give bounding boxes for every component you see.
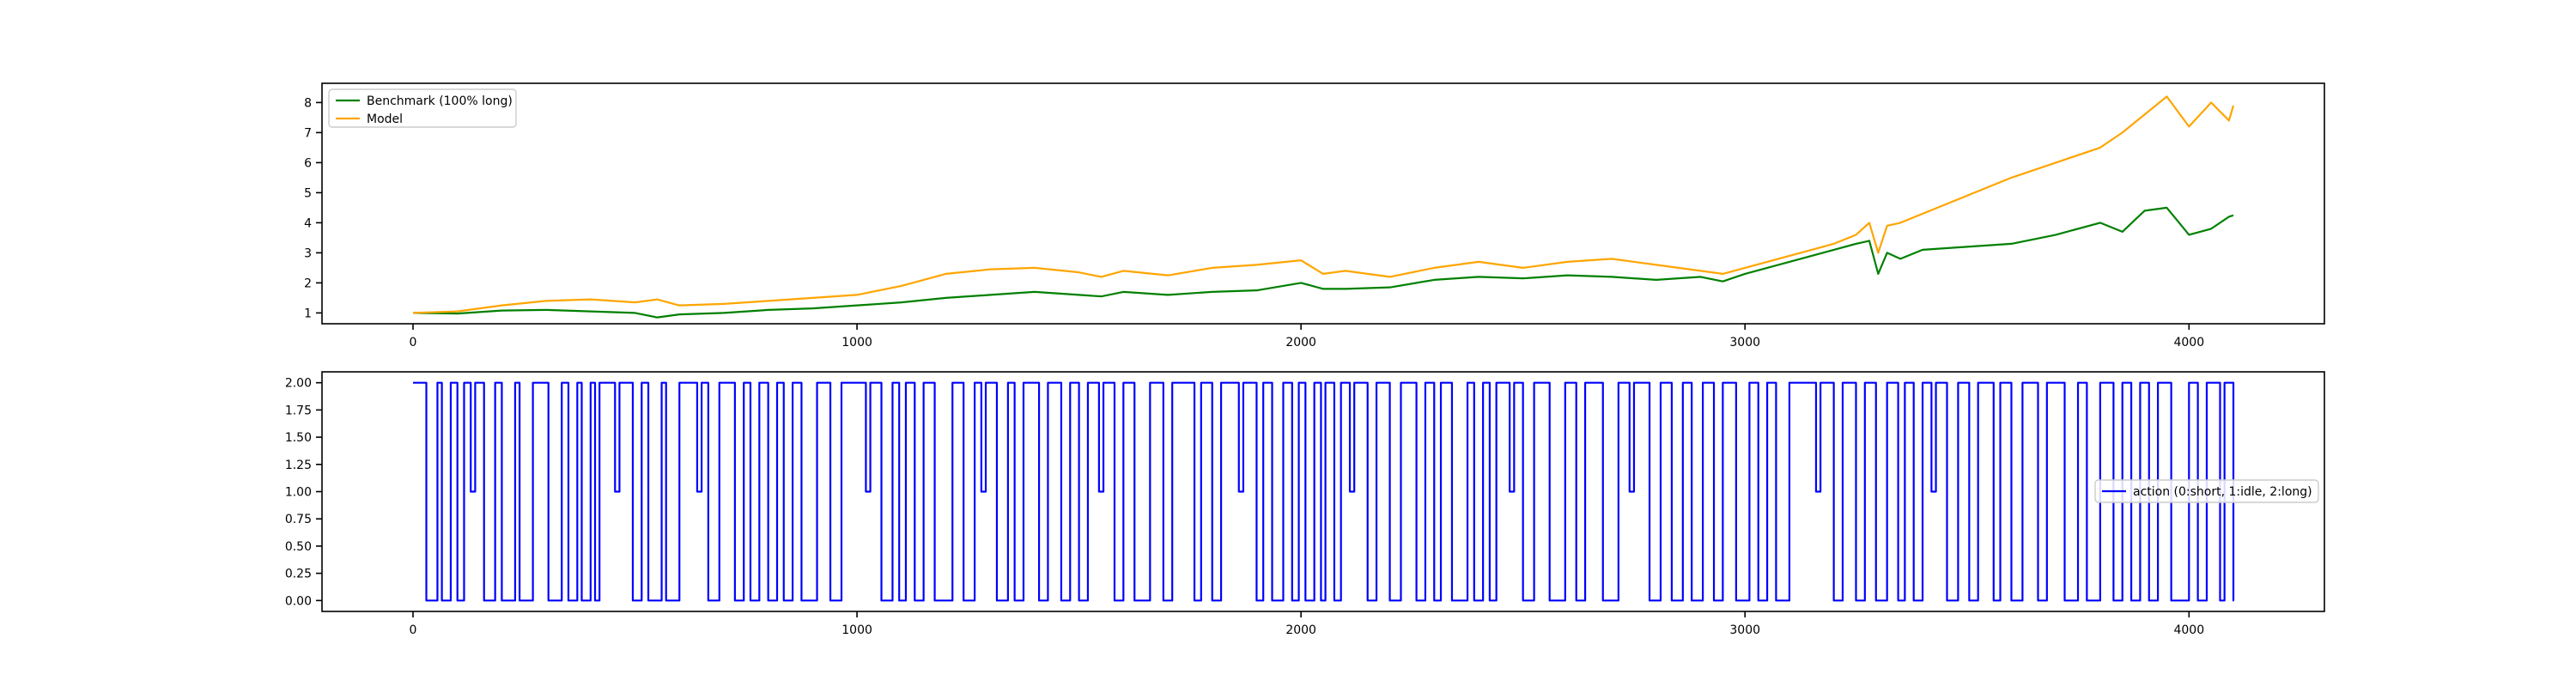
y-tick-label: 3 [304, 246, 312, 260]
y-tick-label: 0.75 [285, 513, 312, 526]
y-tick-label: 8 [304, 96, 312, 110]
y-tick-label: 4 [304, 216, 312, 230]
axes-frame [321, 371, 2325, 612]
y-tick-label: 0.50 [285, 540, 312, 554]
y-tick-label: 0.00 [285, 594, 312, 608]
legend-label: Benchmark (100% long) [367, 94, 513, 108]
y-tick-label: 1.75 [285, 404, 312, 417]
x-tick-label: 4000 [2173, 623, 2204, 637]
x-tick-label: 1000 [841, 336, 872, 350]
bottom-axes: 0 1000 2000 3000 4000 0.00 0.25 0.50 0.75 1.00 1.2… [285, 371, 2325, 637]
series-line-2 [412, 95, 2235, 314]
x-tick-label: 2000 [1285, 336, 1316, 350]
x-tick-label: 0 [410, 623, 417, 637]
series-line-1 [412, 206, 2234, 319]
y-tick-label: 7 [304, 126, 312, 140]
x-tick-label: 3000 [1729, 623, 1760, 637]
x-tick-label: 1000 [841, 623, 872, 637]
legend: action (0:short, 1:idle, 2:long) [2094, 479, 2319, 503]
legend-frame [328, 88, 517, 128]
y-tick-label: 1.50 [285, 431, 312, 445]
x-tick-label: 2000 [1285, 623, 1316, 637]
y-tick-label: 1.00 [285, 486, 312, 500]
axes-frame [321, 82, 2325, 325]
y-tick-label: 2 [304, 277, 312, 290]
y-tick-label: 0.25 [285, 568, 312, 581]
y-tick-label: 6 [304, 156, 312, 170]
y-tick-label: 5 [304, 186, 312, 200]
y-tick-label: 2.00 [285, 377, 312, 391]
x-tick-label: 4000 [2173, 336, 2204, 350]
x-tick-label: 0 [410, 336, 417, 350]
y-tick-label: 1.25 [285, 459, 312, 472]
legend-label: Model [367, 112, 403, 126]
legend-label: action (0:short, 1:idle, 2:long) [2133, 485, 2312, 499]
legend-frame [2094, 479, 2319, 503]
top-axes: 0 1000 2000 3000 4000 1 2 3 4 5 6 7 8 Benchmark (100%… [304, 82, 2325, 350]
y-tick-label: 1 [304, 307, 312, 320]
x-tick-label: 3000 [1729, 336, 1760, 350]
series-line-1 [413, 381, 2235, 602]
legend: Benchmark (100% long) Model [328, 88, 517, 128]
